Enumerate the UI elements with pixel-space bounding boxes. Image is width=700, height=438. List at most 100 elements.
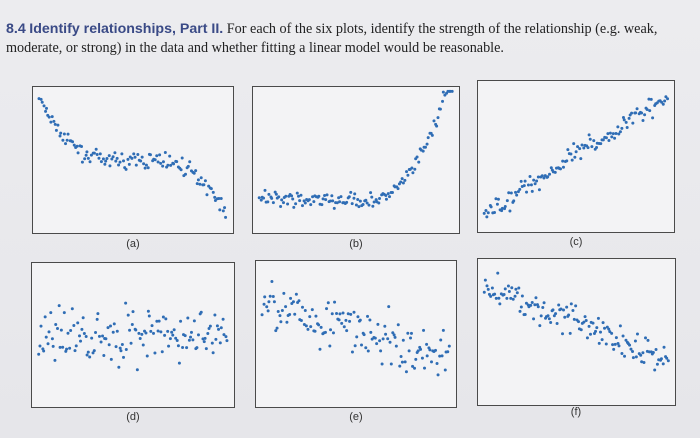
scatter-point [66, 132, 70, 136]
scatter-point [108, 164, 112, 168]
scatter-point [519, 179, 523, 183]
scatter-point [142, 162, 146, 166]
scatter-point [196, 178, 200, 182]
scatter-point [353, 192, 357, 196]
scatter-point [50, 115, 54, 119]
scatter-point [101, 334, 105, 338]
scatter-point [505, 199, 509, 203]
scatter-point [384, 194, 388, 198]
scatter-point [599, 142, 603, 146]
scatter-point [413, 167, 417, 171]
scatter-point [625, 125, 629, 129]
scatter-point [350, 202, 354, 206]
scatter-point [380, 362, 384, 366]
scatter-point [143, 166, 147, 170]
scatter-point [214, 337, 218, 341]
scatter-point [536, 175, 540, 179]
scatter-point [219, 196, 223, 200]
scatter-point [284, 305, 288, 309]
scatter-point [546, 314, 550, 318]
scatter-point [121, 159, 125, 163]
scatter-point [349, 312, 353, 316]
scatter-point [654, 347, 658, 351]
scatter-point [215, 324, 219, 328]
scatter-point [180, 156, 184, 160]
scatter-point [371, 204, 375, 208]
scatter-point [441, 328, 445, 332]
scatter-point [565, 159, 569, 163]
scatter-point [58, 345, 62, 349]
scatter-point [101, 157, 105, 161]
scatter-point [295, 191, 299, 195]
plot-label-d: (d) [126, 411, 140, 423]
scatter-point [642, 361, 646, 365]
scatter-point [95, 153, 99, 157]
scatter-point [633, 339, 637, 343]
scatter-point [307, 198, 311, 202]
scatter-point [582, 146, 586, 150]
scatter-point [85, 150, 89, 154]
scatter-point [366, 314, 370, 318]
scatter-point [482, 211, 486, 215]
scatter-point [286, 202, 290, 206]
scatter-point [635, 107, 639, 111]
scatter-point [257, 196, 261, 200]
scatter-point [539, 314, 543, 318]
scatter-point [274, 192, 278, 196]
scatter-point [141, 343, 145, 347]
scatter-point [344, 318, 348, 322]
scatter-point [223, 206, 227, 210]
scatter-plot-a [32, 86, 234, 234]
scatter-point [168, 154, 172, 158]
scatter-point [411, 364, 415, 368]
scatter-point [71, 140, 75, 144]
scatter-point [616, 125, 620, 129]
scatter-point [436, 373, 440, 377]
scatter-point [396, 323, 400, 327]
scatter-point [275, 326, 279, 330]
scatter-point [348, 319, 352, 323]
scatter-point [549, 320, 553, 324]
scatter-point [161, 164, 165, 168]
scatter-point [620, 126, 624, 130]
scatter-point [533, 182, 537, 186]
scatter-point [109, 357, 113, 361]
scatter-point [573, 155, 577, 159]
scatter-point [610, 331, 614, 335]
scatter-point [50, 337, 54, 341]
scatter-point [156, 160, 160, 164]
scatter-point [222, 333, 226, 337]
scatter-point [211, 190, 215, 194]
scatter-point [72, 143, 76, 147]
scatter-point [631, 356, 635, 360]
scatter-point [97, 334, 101, 338]
scatter-point [569, 302, 573, 306]
scatter-point [314, 314, 318, 318]
scatter-point [600, 338, 604, 342]
scatter-point [126, 313, 130, 317]
scatter-point [610, 135, 614, 139]
scatter-point [74, 344, 78, 348]
scatter-point [352, 310, 356, 314]
scatter-point [92, 151, 96, 155]
scatter-point [503, 205, 507, 209]
scatter-point [328, 199, 332, 203]
scatter-point [291, 300, 295, 304]
scatter-point [342, 325, 346, 329]
scatter-point [323, 194, 327, 198]
scatter-point [46, 342, 50, 346]
scatter-point [39, 324, 43, 328]
scatter-point [425, 342, 429, 346]
scatter-point [495, 202, 499, 206]
scatter-point [618, 324, 622, 328]
scatter-point [345, 329, 349, 333]
scatter-point [620, 351, 624, 355]
scatter-point [570, 158, 574, 162]
scatter-point [83, 157, 87, 161]
scatter-point [621, 115, 625, 119]
scatter-point [53, 122, 57, 126]
scatter-point [430, 360, 434, 364]
scatter-point [356, 315, 360, 319]
scatter-point [309, 325, 313, 329]
scatter-point [82, 332, 86, 336]
